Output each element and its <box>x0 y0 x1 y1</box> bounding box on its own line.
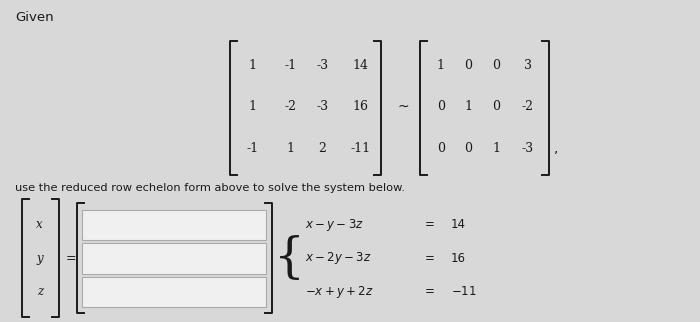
Text: -2: -2 <box>285 100 297 113</box>
Text: ,: , <box>554 141 559 155</box>
Text: Given: Given <box>15 11 54 24</box>
Text: 16: 16 <box>353 100 368 113</box>
FancyBboxPatch shape <box>82 243 266 273</box>
Text: z: z <box>36 285 43 298</box>
Text: 0: 0 <box>465 142 472 155</box>
Text: 1: 1 <box>437 59 444 72</box>
FancyBboxPatch shape <box>82 277 266 307</box>
Text: -1: -1 <box>246 142 258 155</box>
Text: -11: -11 <box>351 142 370 155</box>
Text: -3: -3 <box>522 142 534 155</box>
Text: -2: -2 <box>522 100 534 113</box>
Text: 3: 3 <box>524 59 532 72</box>
Text: -1: -1 <box>285 59 297 72</box>
Text: 0: 0 <box>465 59 472 72</box>
Text: 14: 14 <box>353 59 368 72</box>
Text: 0: 0 <box>437 100 444 113</box>
Text: =: = <box>425 285 435 298</box>
Text: 0: 0 <box>492 100 500 113</box>
Text: 1: 1 <box>287 142 295 155</box>
FancyBboxPatch shape <box>82 210 266 240</box>
Text: {: { <box>274 235 304 282</box>
Text: =: = <box>425 218 435 231</box>
Text: =: = <box>425 252 435 265</box>
Text: y: y <box>36 252 43 265</box>
Text: x: x <box>36 218 43 231</box>
Text: -3: -3 <box>316 100 328 113</box>
Text: 1: 1 <box>492 142 500 155</box>
Text: -3: -3 <box>316 59 328 72</box>
Text: $x - y - 3z$: $x - y - 3z$ <box>304 217 363 233</box>
Text: 1: 1 <box>465 100 472 113</box>
Text: 1: 1 <box>248 59 256 72</box>
Text: =: = <box>66 252 76 265</box>
Text: 1: 1 <box>248 100 256 113</box>
Text: 2: 2 <box>318 142 326 155</box>
Text: use the reduced row echelon form above to solve the system below.: use the reduced row echelon form above t… <box>15 183 405 193</box>
Text: 16: 16 <box>451 252 466 265</box>
Text: ~: ~ <box>397 100 409 114</box>
Text: $-11$: $-11$ <box>451 285 477 298</box>
Text: $x - 2y - 3z$: $x - 2y - 3z$ <box>304 251 371 266</box>
Text: 0: 0 <box>437 142 444 155</box>
Text: 14: 14 <box>451 218 466 231</box>
Text: 0: 0 <box>492 59 500 72</box>
Text: $-x + y + 2z$: $-x + y + 2z$ <box>304 284 373 300</box>
